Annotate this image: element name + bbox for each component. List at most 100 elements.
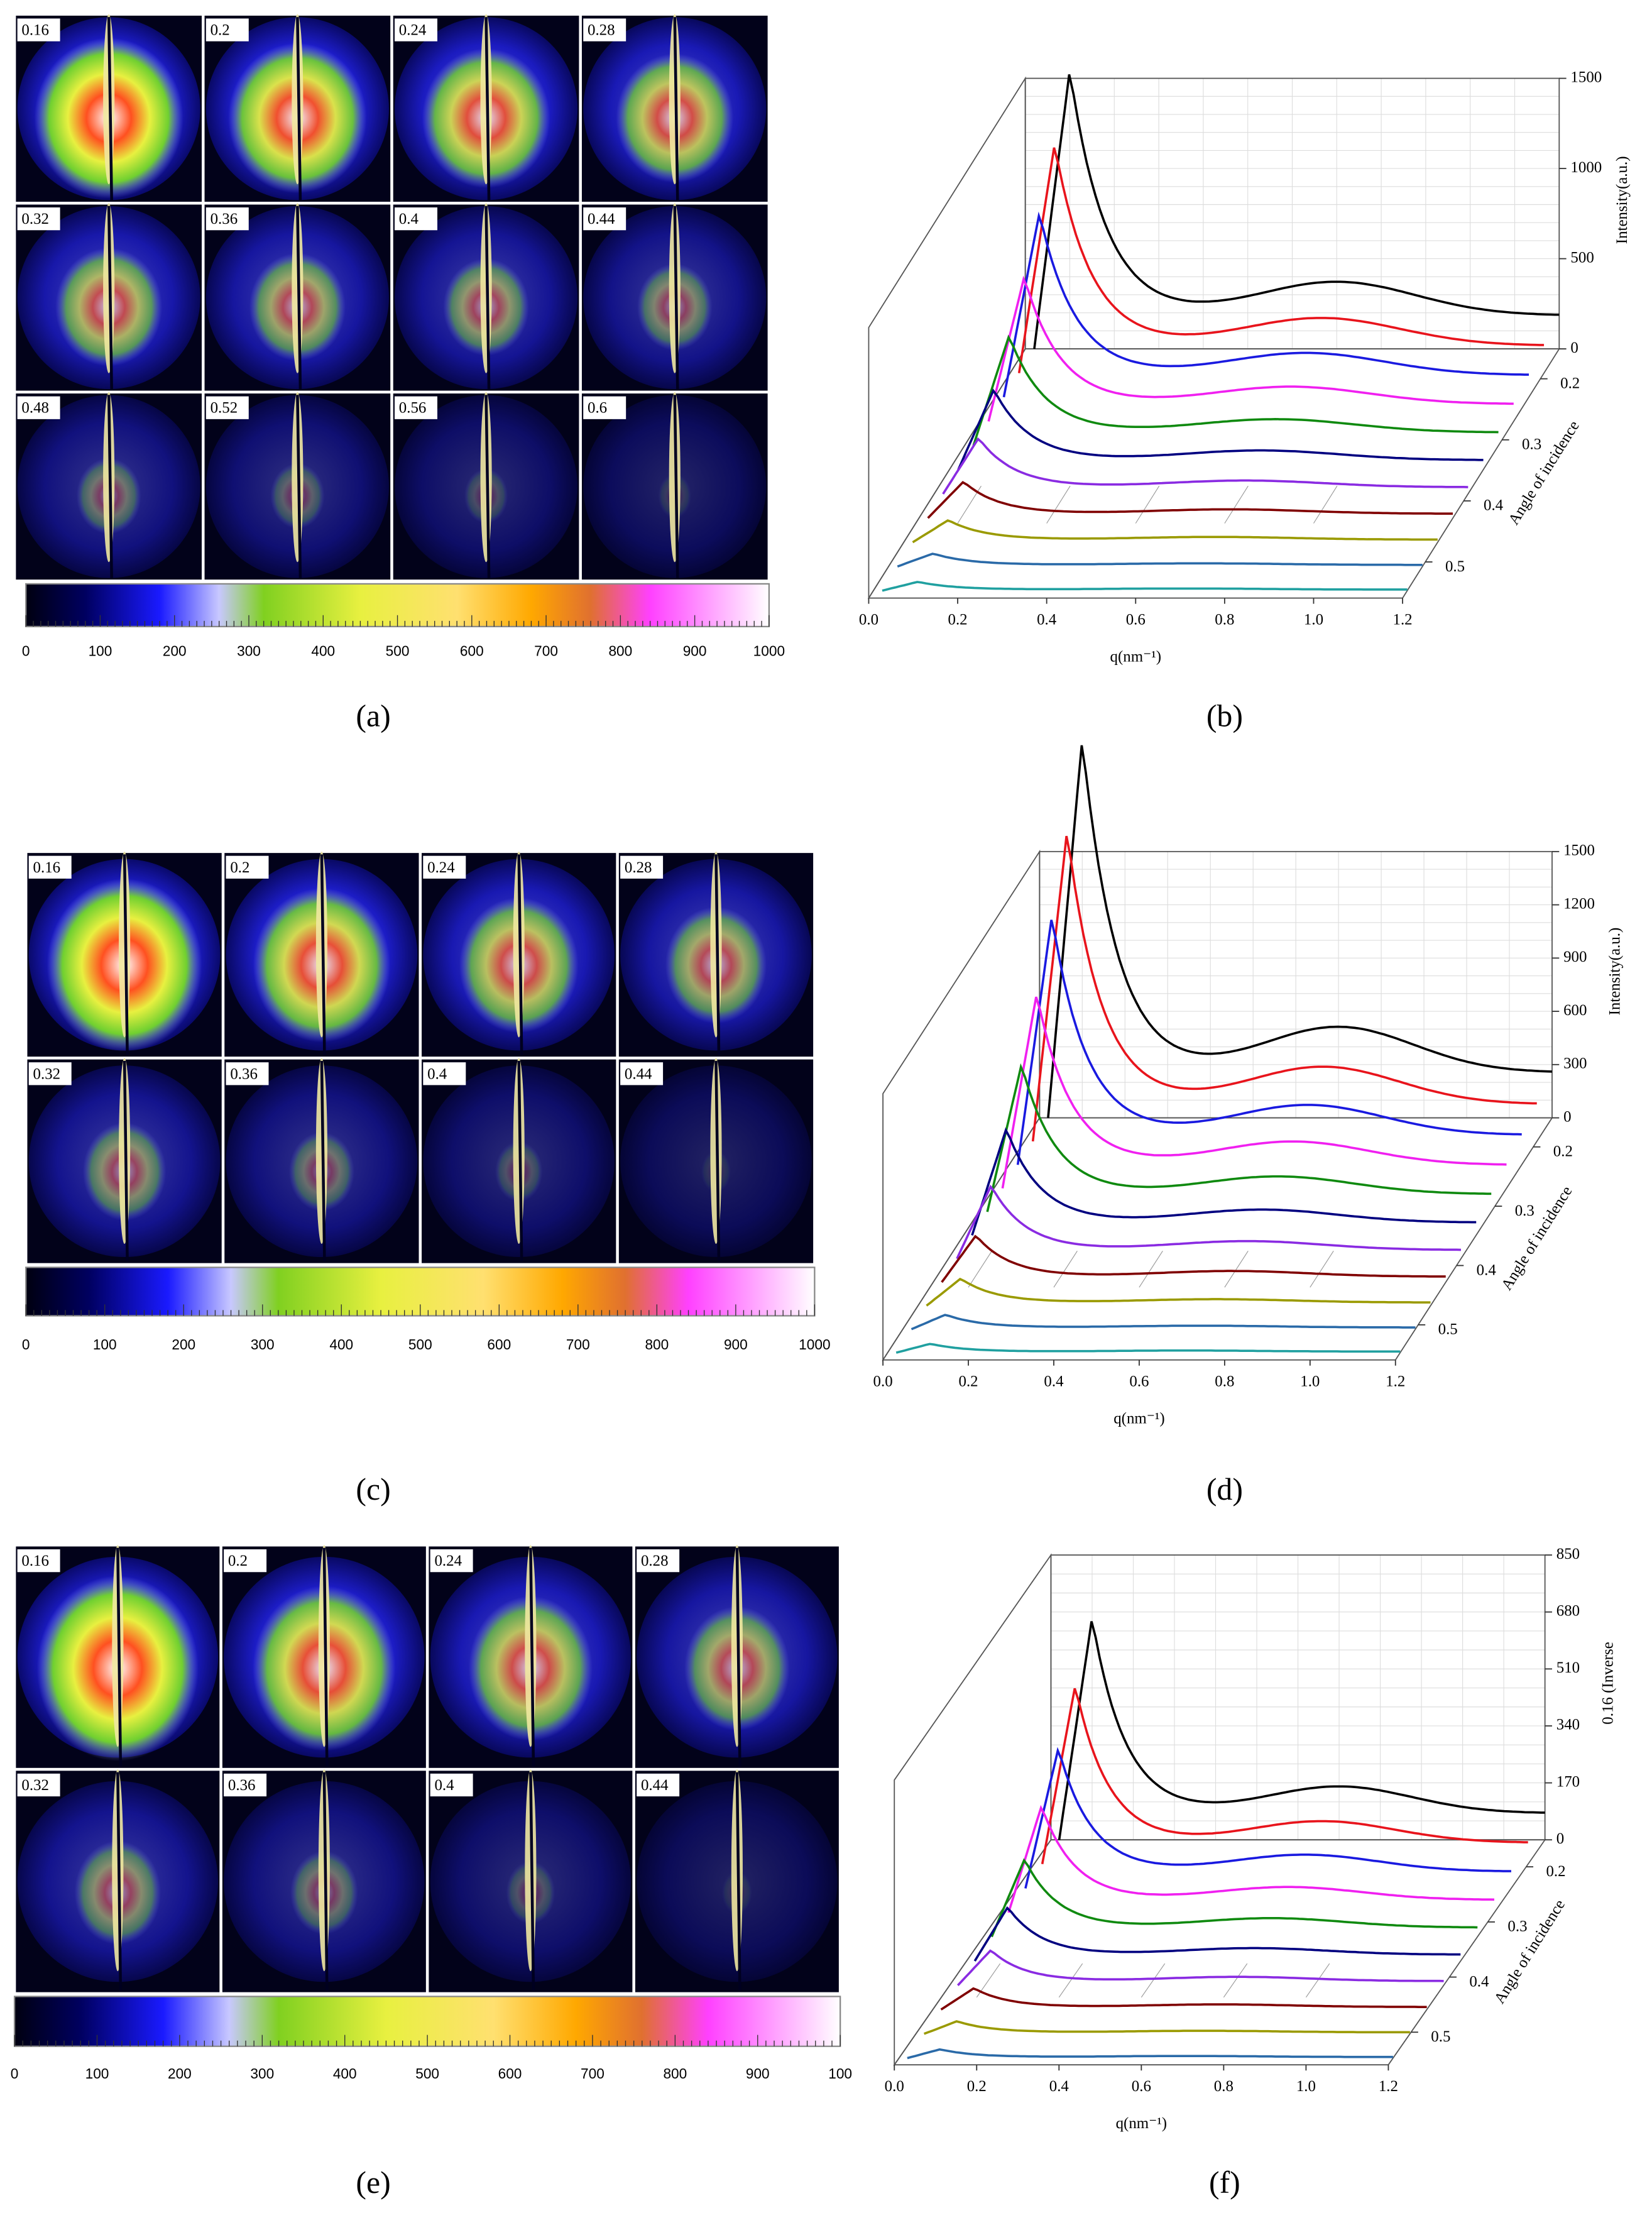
beam-stop [484, 17, 491, 200]
x-axis-label: q(nm⁻¹) [1110, 648, 1161, 665]
x-tick-label: 1.2 [1393, 612, 1413, 629]
colorbar-tick-label: 900 [724, 1336, 748, 1353]
tile-label: 0.4 [427, 1065, 447, 1082]
tile-label: 0.44 [641, 1777, 669, 1794]
waterfall-curve [882, 581, 1408, 592]
colorbar-tick-label: 400 [311, 643, 335, 659]
beam-stop [484, 206, 491, 390]
waterfall-curve [1024, 1747, 1511, 1889]
y-tick-label: 680 [1556, 1602, 1580, 1619]
waterfall-curve [986, 1063, 1492, 1212]
colorbar-tick-label: 200 [168, 2065, 192, 2082]
waterfall-curve [1047, 745, 1553, 1118]
waterfall-curve [941, 1234, 1446, 1283]
colorbar-tick-label: 500 [415, 2065, 439, 2082]
depth-tick-label: 0.2 [1560, 375, 1580, 392]
y-tick-label: 1500 [1563, 842, 1595, 859]
x-tick-label: 1.0 [1296, 2078, 1316, 2095]
waterfall-curve [1007, 1804, 1495, 1913]
waterfall-curve [973, 1906, 1461, 1962]
colorbar-tick-label: 400 [333, 2065, 357, 2082]
waterfall-curve [923, 2020, 1410, 2035]
depth-tick-label: 0.4 [1477, 1261, 1497, 1278]
waterfall-curve [940, 1987, 1427, 2011]
beam-stop [529, 1547, 535, 1767]
y-tick-label: 1200 [1563, 895, 1595, 912]
tile: 0.36 [222, 1769, 426, 1992]
beam-stop [735, 1772, 741, 1991]
tile-label-box [17, 396, 60, 419]
beam-stop [673, 17, 679, 200]
waterfall-curve [942, 437, 1469, 495]
tile: 0.4 [393, 203, 579, 391]
tile-label-box [620, 855, 664, 879]
tile: 0.2 [204, 14, 391, 202]
tile-label-box [583, 18, 626, 41]
caption: (b) [1206, 699, 1243, 733]
waterfall-curve [972, 334, 1499, 446]
colorbar-tick-label: 1000 [799, 1336, 830, 1353]
tile-label: 0.24 [399, 22, 427, 39]
floor-grid [1135, 485, 1160, 524]
y-tick-label: 340 [1556, 1716, 1580, 1733]
floor-grid [1053, 1251, 1078, 1288]
tile-label: 0.48 [21, 400, 49, 417]
tile: 0.32 [16, 203, 202, 391]
y-tick-label: 0 [1563, 1108, 1571, 1125]
tile-label: 0.36 [228, 1777, 256, 1794]
tile-label-box [226, 1062, 269, 1085]
x-tick-label: 0.4 [1049, 2078, 1069, 2095]
tile-label-box [637, 1773, 680, 1797]
tile: 0.6 [581, 392, 768, 580]
tile: 0.24 [429, 1545, 633, 1768]
waterfall-curve [1001, 996, 1507, 1189]
tile-label-box [17, 1549, 60, 1573]
tile-label-box [395, 207, 437, 231]
beam-stop [116, 1772, 123, 1991]
tile-label-box [395, 18, 437, 41]
x-tick-label: 0.0 [885, 2078, 904, 2095]
x-axis-label: q(nm⁻¹) [1116, 2115, 1167, 2132]
depth-tick-label: 0.2 [1553, 1143, 1573, 1160]
floor-grid [1141, 1963, 1166, 1998]
tile: 0.32 [27, 1058, 222, 1263]
x-tick-label: 0.4 [1037, 612, 1057, 629]
floor-grid [1139, 1251, 1163, 1288]
colorbar-tick-label: 300 [251, 1336, 275, 1353]
tile-label-box [583, 207, 626, 231]
x-tick-label: 0.6 [1126, 612, 1146, 629]
beam-stop [123, 1060, 129, 1262]
y-tick-label: 300 [1563, 1055, 1587, 1072]
tile-label: 0.2 [211, 22, 230, 39]
waterfall-curve [1058, 1621, 1545, 1840]
waterfall-curve [926, 1277, 1431, 1307]
x-axis-label: q(nm⁻¹) [1113, 1410, 1164, 1427]
y-tick-label: 500 [1570, 249, 1594, 266]
colorbar-tick-label: 300 [237, 643, 261, 659]
colorbar-tick-label: 600 [460, 643, 484, 659]
tile: 0.24 [422, 851, 616, 1057]
colorbar-tick-label: 900 [746, 2065, 770, 2082]
waterfall-curve [897, 552, 1423, 568]
beam-stop [673, 395, 679, 578]
tile-label: 0.4 [434, 1777, 454, 1794]
colorbar-tick-label: 0 [22, 643, 30, 659]
waterfall-curve [1017, 147, 1545, 373]
x-tick-label: 0.2 [967, 2078, 987, 2095]
tile-label-box [637, 1549, 680, 1573]
x-tick-label: 1.2 [1386, 1373, 1405, 1390]
beam-stop [296, 206, 302, 390]
waterfall-curve [912, 519, 1438, 544]
tile-label-box [430, 1549, 473, 1573]
tile-label-box [620, 1062, 664, 1085]
tile-label-box [395, 396, 437, 419]
tile: 0.4 [422, 1058, 616, 1263]
tile-label: 0.16 [21, 22, 49, 39]
waterfall-curve [971, 1127, 1477, 1236]
waterfall-curve [1031, 835, 1537, 1142]
caption: (c) [356, 1472, 390, 1507]
beam-stop [529, 1772, 535, 1991]
waterfall-curve [907, 2048, 1393, 2060]
tile-label: 0.44 [625, 1065, 652, 1082]
